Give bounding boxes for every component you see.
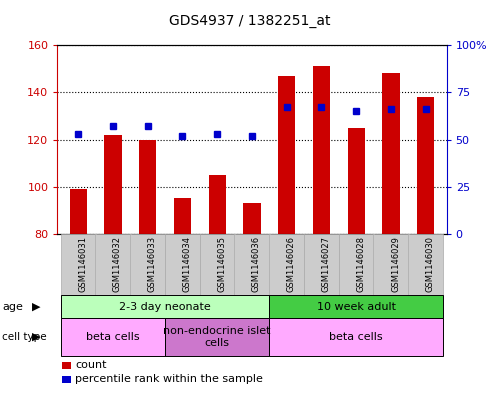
Text: GSM1146028: GSM1146028 (356, 236, 365, 292)
Bar (348, 128, 365, 234)
Bar (278, 76, 295, 234)
Text: count: count (75, 360, 107, 371)
Text: GSM1146032: GSM1146032 (113, 236, 122, 292)
Text: beta cells: beta cells (86, 332, 140, 342)
Text: beta cells: beta cells (329, 332, 383, 342)
Text: GSM1146033: GSM1146033 (148, 236, 157, 292)
Text: 2-3 day neonate: 2-3 day neonate (119, 301, 211, 312)
Text: GSM1146035: GSM1146035 (217, 236, 226, 292)
Text: GSM1146034: GSM1146034 (183, 236, 192, 292)
Bar (313, 66, 330, 234)
Bar (382, 73, 400, 234)
Text: GDS4937 / 1382251_at: GDS4937 / 1382251_at (169, 14, 330, 28)
Text: ▶: ▶ (31, 332, 40, 342)
Bar (174, 198, 191, 234)
Text: GSM1146036: GSM1146036 (252, 236, 261, 292)
Text: GSM1146027: GSM1146027 (321, 236, 330, 292)
Bar (417, 97, 435, 234)
Bar (209, 175, 226, 234)
Text: GSM1146029: GSM1146029 (391, 236, 400, 292)
Bar (69, 189, 87, 234)
Text: ▶: ▶ (31, 301, 40, 312)
Text: age: age (2, 301, 23, 312)
Bar (244, 203, 260, 234)
Text: 10 week adult: 10 week adult (317, 301, 396, 312)
Text: GSM1146030: GSM1146030 (426, 236, 435, 292)
Text: GSM1146031: GSM1146031 (78, 236, 87, 292)
Text: percentile rank within the sample: percentile rank within the sample (75, 374, 263, 384)
Text: GSM1146026: GSM1146026 (287, 236, 296, 292)
Text: cell type: cell type (2, 332, 47, 342)
Bar (139, 140, 156, 234)
Bar (104, 135, 122, 234)
Text: non-endocrine islet
cells: non-endocrine islet cells (164, 326, 271, 348)
